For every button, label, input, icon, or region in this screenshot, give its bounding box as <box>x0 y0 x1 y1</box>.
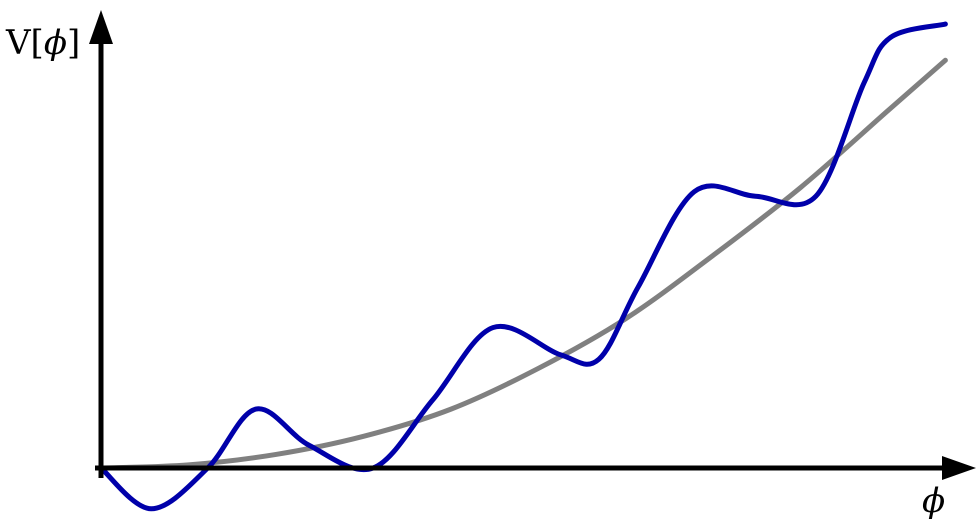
y-axis-arrowhead <box>89 10 113 44</box>
x-axis-label: ϕ <box>922 481 945 519</box>
y-axis-label: V[ϕ] <box>5 23 80 63</box>
oscillating-potential-curve <box>98 21 948 512</box>
curves <box>98 21 948 512</box>
x-axis-arrowhead <box>942 456 976 480</box>
smooth-potential-curve <box>98 57 948 471</box>
